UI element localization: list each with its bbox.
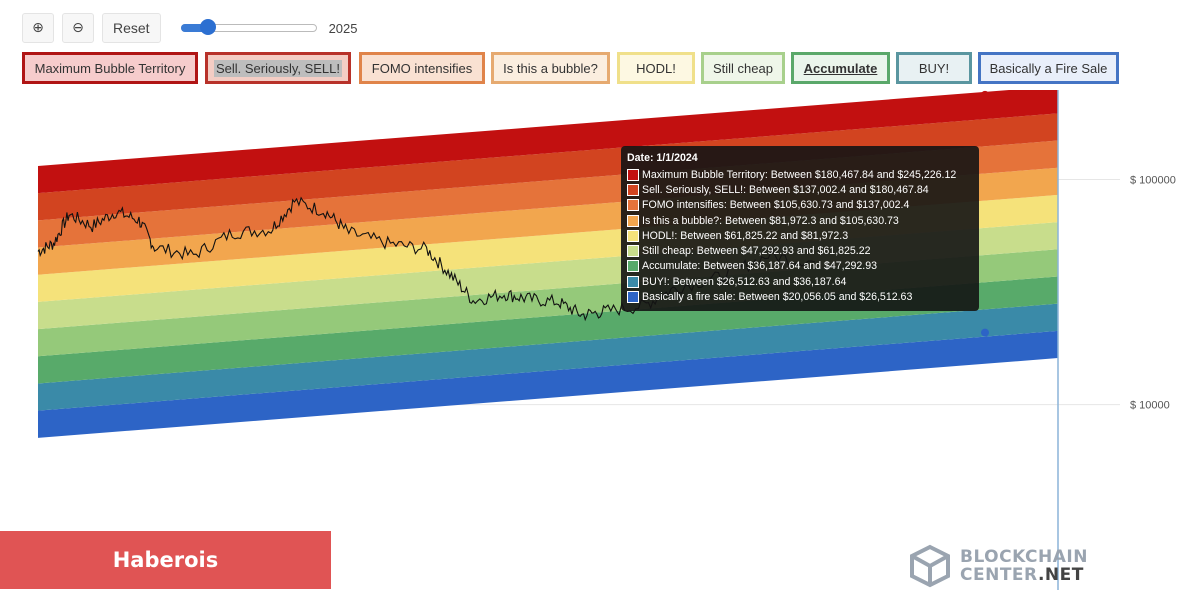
legend-label: Maximum Bubble Territory <box>34 60 186 76</box>
tooltip: Date: 1/1/2024 Maximum Bubble Territory:… <box>621 146 979 311</box>
watermark-logo: BLOCKCHAIN CENTER.NET <box>908 543 1108 589</box>
tooltip-row-text: Maximum Bubble Territory: Between $180,4… <box>642 168 957 181</box>
legend-label: HODL! <box>636 60 676 76</box>
crosshair-marker-bottom <box>981 328 989 337</box>
slider-year-label: 2025 <box>328 20 358 36</box>
tooltip-row: FOMO intensifies: Between $105,630.73 an… <box>627 198 973 213</box>
legend-button-fomo-intensifies[interactable]: FOMO intensifies <box>359 52 485 84</box>
tooltip-row: Is this a bubble?: Between $81,972.3 and… <box>627 213 973 228</box>
legend-button-hodl[interactable]: HODL! <box>617 52 695 84</box>
tooltip-row: HODL!: Between $61,825.22 and $81,972.3 <box>627 228 973 243</box>
tooltip-row: Sell. Seriously, SELL!: Between $137,002… <box>627 182 973 197</box>
rainbow-band <box>38 90 1058 194</box>
watermark-line1: BLOCKCHAIN <box>960 547 1088 567</box>
tooltip-swatch <box>627 214 639 227</box>
reset-button[interactable]: Reset <box>102 13 161 43</box>
rainbow-band <box>38 330 1058 438</box>
rainbow-chart: $ 10000 $ 100000 <box>37 90 1176 590</box>
y-tick-label: $ 100000 <box>1130 175 1176 187</box>
legend-button-is-this-a-bubble[interactable]: Is this a bubble? <box>491 52 610 84</box>
zoom-in-icon: ⊕ <box>32 20 44 36</box>
slider-thumb[interactable] <box>199 19 216 35</box>
watermark-text: BLOCKCHAIN CENTER.NET <box>960 548 1088 584</box>
legend-button-still-cheap[interactable]: Still cheap <box>701 52 785 84</box>
legend-label: Accumulate <box>803 60 878 76</box>
tooltip-swatch <box>627 168 639 181</box>
rainbow-band <box>38 303 1058 411</box>
tooltip-row: Still cheap: Between $47,292.93 and $61,… <box>627 243 973 258</box>
legend-label: BUY! <box>918 60 950 76</box>
tooltip-row-text: Basically a fire sale: Between $20,056.0… <box>642 291 913 304</box>
tooltip-row: BUY!: Between $26,512.63 and $36,187.64 <box>627 274 973 289</box>
watermark-line2: CENTER.NET <box>960 566 1088 584</box>
rainbow-band <box>38 113 1058 221</box>
legend-button-accumulate[interactable]: Accumulate <box>791 52 890 84</box>
tooltip-swatch <box>627 199 639 212</box>
zoom-in-button[interactable]: ⊕ <box>22 13 54 43</box>
tooltip-swatch <box>627 260 639 273</box>
tooltip-swatch <box>627 291 639 304</box>
year-slider[interactable] <box>177 13 317 43</box>
tooltip-row-text: Accumulate: Between $36,187.64 and $47,2… <box>642 260 878 273</box>
tooltip-row-text: FOMO intensifies: Between $105,630.73 an… <box>642 199 910 212</box>
legend-label: FOMO intensifies <box>371 60 473 76</box>
tooltip-swatch <box>627 245 639 258</box>
legend-button-maximum-bubble-territory[interactable]: Maximum Bubble Territory <box>22 52 198 84</box>
tooltip-title: Date: 1/1/2024 <box>627 152 698 164</box>
tooltip-swatch <box>627 275 639 288</box>
btc-price-line <box>37 196 816 322</box>
slider-fill <box>180 24 208 32</box>
toolbar: ⊕ ⊖ Reset 2025 <box>22 12 358 44</box>
zoom-out-icon: ⊖ <box>72 20 84 36</box>
cube-icon <box>910 544 950 588</box>
tooltip-row-text: Sell. Seriously, SELL!: Between $137,002… <box>642 183 929 196</box>
y-tick-label: $ 10000 <box>1130 400 1170 412</box>
watermark-net: .NET <box>1037 565 1084 585</box>
tooltip-row: Maximum Bubble Territory: Between $180,4… <box>627 167 973 182</box>
legend-button-buy[interactable]: BUY! <box>896 52 972 84</box>
tooltip-row: Accumulate: Between $36,187.64 and $47,2… <box>627 259 973 274</box>
tooltip-row-text: Is this a bubble?: Between $81,972.3 and… <box>642 214 899 227</box>
tooltip-swatch <box>627 229 639 242</box>
legend-button-basically-a-fire-sale[interactable]: Basically a Fire Sale <box>978 52 1119 84</box>
zoom-out-button[interactable]: ⊖ <box>62 13 94 43</box>
tooltip-swatch <box>627 183 639 196</box>
tooltip-row-text: Still cheap: Between $47,292.93 and $61,… <box>642 245 871 258</box>
legend-button-sell-seriously-sell[interactable]: Sell. Seriously, SELL! <box>205 52 351 84</box>
tooltip-row-text: BUY!: Between $26,512.63 and $36,187.64 <box>642 275 847 288</box>
source-banner: Haberois <box>0 531 331 589</box>
crosshair-marker-top <box>981 90 989 99</box>
tooltip-row: Basically a fire sale: Between $20,056.0… <box>627 289 973 304</box>
tooltip-rows: Maximum Bubble Territory: Between $180,4… <box>627 167 973 305</box>
legend-label: Still cheap <box>713 60 773 76</box>
watermark-center: CENTER <box>960 565 1038 585</box>
tooltip-row-text: HODL!: Between $61,825.22 and $81,972.3 <box>642 229 849 242</box>
legend-label: Sell. Seriously, SELL! <box>213 59 343 77</box>
legend-label: Is this a bubble? <box>503 60 598 76</box>
legend-label: Basically a Fire Sale <box>989 60 1108 76</box>
